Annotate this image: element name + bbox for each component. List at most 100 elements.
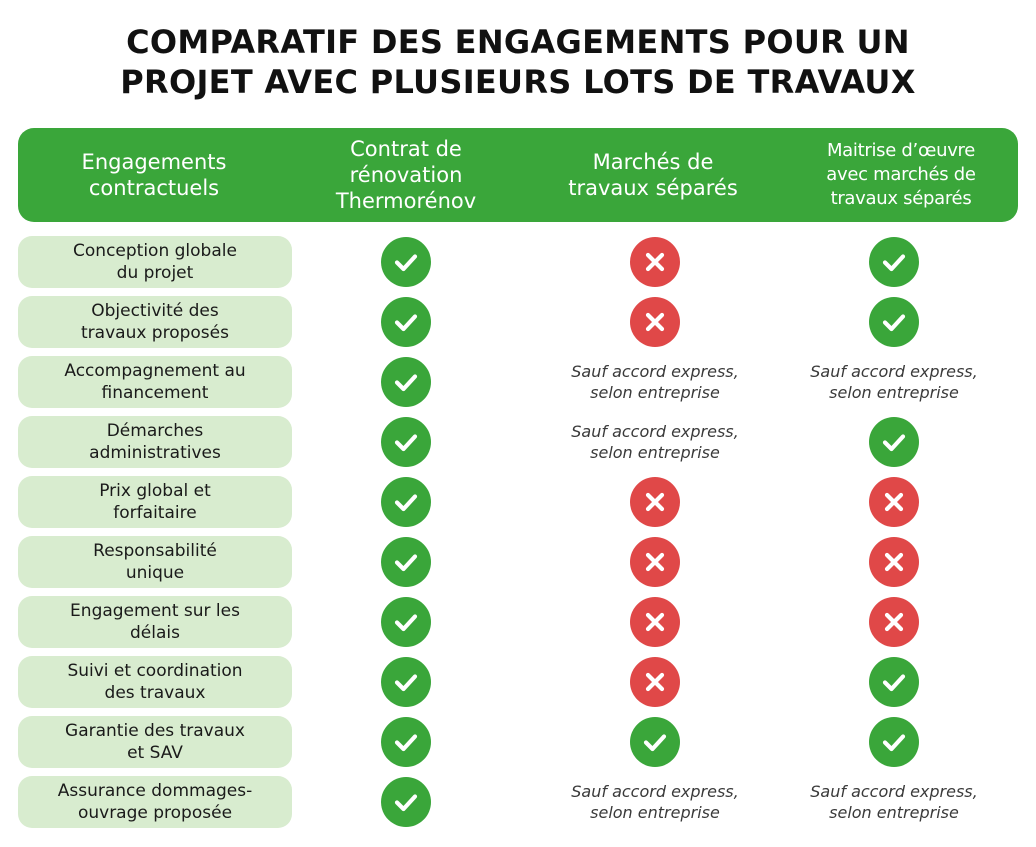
- table-row: Garantie des travaux et SAV: [0, 716, 1036, 768]
- row-cell: [770, 596, 1018, 648]
- cross-icon: [869, 597, 919, 647]
- row-cell: [770, 416, 1018, 468]
- header-maitrise-line: avec marchés de: [826, 164, 976, 185]
- table-row: Accompagnement au financement Sauf accord …: [0, 356, 1036, 408]
- conditional-note: Sauf accord express, selon entreprise: [571, 781, 738, 823]
- check-icon: [869, 237, 919, 287]
- row-cell: [770, 716, 1018, 768]
- row-label-line: ouvrage proposée: [77, 803, 233, 823]
- header-engagements-line: Engagements: [81, 150, 227, 174]
- check-icon: [869, 657, 919, 707]
- row-cell: [290, 416, 522, 468]
- conditional-note-line: selon entreprise: [829, 803, 959, 822]
- cross-icon: [869, 537, 919, 587]
- conditional-note-line: selon entreprise: [590, 443, 720, 462]
- row-label-line: Assurance dommages-: [57, 781, 253, 801]
- row-label-line: Responsabilité: [93, 541, 217, 561]
- conditional-note: Sauf accord express, selon entreprise: [810, 781, 977, 823]
- header-marches-line: travaux séparés: [568, 176, 738, 200]
- row-cell: [290, 536, 522, 588]
- table-row: Engagement sur les délais: [0, 596, 1036, 648]
- cross-icon: [630, 237, 680, 287]
- table-row: Assurance dommages-ouvrage proposée Sauf …: [0, 776, 1036, 828]
- row-label-line: forfaitaire: [113, 503, 197, 523]
- page-title: COMPARATIF DES ENGAGEMENTS POUR UN PROJE…: [0, 22, 1036, 102]
- check-icon: [381, 777, 431, 827]
- row-cell: [770, 296, 1018, 348]
- row-cell: [290, 476, 522, 528]
- header-thermorenov: Contrat de rénovation Thermorénov: [290, 128, 522, 222]
- check-icon: [381, 237, 431, 287]
- row-label-line: Objectivité des: [91, 301, 219, 321]
- conditional-note-line: selon entreprise: [829, 383, 959, 402]
- row-cell: [290, 716, 522, 768]
- row-cell: [522, 476, 788, 528]
- row-cell: [522, 596, 788, 648]
- table-header: Engagements contractuels Contrat de réno…: [18, 128, 1018, 222]
- row-cell: Sauf accord express, selon entreprise: [522, 356, 788, 408]
- row-cell: [770, 656, 1018, 708]
- header-marches-line: Marchés de: [592, 150, 714, 174]
- row-label-line: travaux proposés: [81, 323, 229, 343]
- row-label-line: Prix global et: [99, 481, 211, 501]
- row-cell: [522, 236, 788, 288]
- cross-icon: [630, 297, 680, 347]
- check-icon: [381, 537, 431, 587]
- row-label: Conception globale du projet: [18, 236, 292, 288]
- row-cell: [522, 296, 788, 348]
- header-engagements: Engagements contractuels: [18, 128, 290, 222]
- row-cell: [290, 596, 522, 648]
- row-label: Démarches administratives: [18, 416, 292, 468]
- row-label-line: et SAV: [127, 743, 183, 763]
- conditional-note: Sauf accord express, selon entreprise: [571, 361, 738, 403]
- row-label: Accompagnement au financement: [18, 356, 292, 408]
- row-label-line: des travaux: [104, 683, 206, 703]
- header-maitrise-line: travaux séparés: [830, 188, 972, 209]
- header-thermorenov-line: rénovation: [349, 163, 463, 187]
- row-label: Responsabilité unique: [18, 536, 292, 588]
- check-icon: [381, 657, 431, 707]
- header-thermorenov-line: Contrat de: [350, 137, 462, 161]
- page-title-line-2: PROJET AVEC PLUSIEURS LOTS DE TRAVAUX: [120, 63, 916, 101]
- row-cell: [290, 356, 522, 408]
- row-label-line: administratives: [89, 443, 221, 463]
- table-row: Responsabilité unique: [0, 536, 1036, 588]
- cross-icon: [630, 477, 680, 527]
- row-cell: [770, 476, 1018, 528]
- conditional-note-line: Sauf accord express,: [810, 362, 978, 381]
- conditional-note-line: Sauf accord express,: [571, 422, 739, 441]
- check-icon: [869, 297, 919, 347]
- cross-icon: [869, 477, 919, 527]
- table-row: Prix global et forfaitaire: [0, 476, 1036, 528]
- row-cell: [290, 776, 522, 828]
- row-cell: [770, 536, 1018, 588]
- row-label-line: Garantie des travaux: [65, 721, 245, 741]
- row-label-line: financement: [101, 383, 209, 403]
- row-label: Prix global et forfaitaire: [18, 476, 292, 528]
- conditional-note: Sauf accord express, selon entreprise: [571, 421, 738, 463]
- row-cell: Sauf accord express, selon entreprise: [770, 776, 1018, 828]
- cross-icon: [630, 537, 680, 587]
- header-maitrise-line: Maitrise d’œuvre: [826, 140, 976, 161]
- table-row: Objectivité des travaux proposés: [0, 296, 1036, 348]
- conditional-note: Sauf accord express, selon entreprise: [810, 361, 977, 403]
- cross-icon: [630, 597, 680, 647]
- row-cell: [522, 656, 788, 708]
- check-icon: [381, 357, 431, 407]
- header-engagements-line: contractuels: [88, 176, 220, 200]
- row-cell: [522, 716, 788, 768]
- check-icon: [381, 297, 431, 347]
- header-maitrise-oeuvre: Maitrise d’œuvre avec marchés de travaux…: [784, 128, 1018, 222]
- row-label-line: du projet: [116, 263, 194, 283]
- header-thermorenov-line: Thermorénov: [335, 189, 477, 213]
- row-label-line: unique: [125, 563, 185, 583]
- page-title-line-1: COMPARATIF DES ENGAGEMENTS POUR UN: [126, 23, 910, 61]
- row-label-line: Démarches: [106, 421, 204, 441]
- row-cell: Sauf accord express, selon entreprise: [770, 356, 1018, 408]
- row-label: Assurance dommages-ouvrage proposée: [18, 776, 292, 828]
- row-cell: [290, 236, 522, 288]
- row-cell: [522, 536, 788, 588]
- check-icon: [381, 717, 431, 767]
- row-label-line: délais: [130, 623, 180, 643]
- conditional-note-line: Sauf accord express,: [571, 782, 739, 801]
